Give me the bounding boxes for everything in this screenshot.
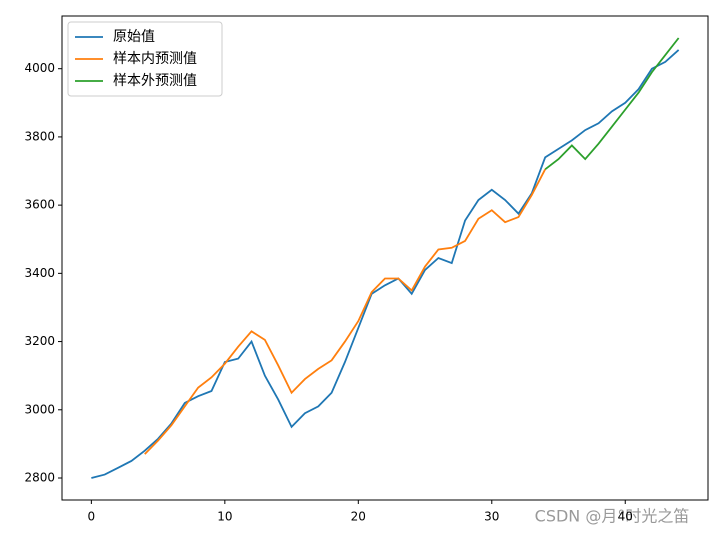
axes-frame [61, 15, 709, 501]
y-tick-label: 3000 [24, 402, 55, 416]
x-tick-label: 30 [484, 510, 499, 524]
y-tick-label: 3800 [24, 129, 55, 143]
legend-label: 样本内预测值 [113, 51, 197, 67]
y-tick-label: 3600 [24, 198, 55, 212]
y-tick-label: 3400 [24, 266, 55, 280]
x-tick-label: 0 [88, 510, 96, 524]
legend-label: 原始值 [113, 29, 155, 45]
y-tick-label: 2800 [24, 471, 55, 485]
legend-label: 样本外预测值 [113, 73, 197, 89]
legend-box [67, 21, 223, 97]
watermark: CSDN @月°时光之笛 [535, 507, 690, 526]
x-tick-label: 10 [217, 510, 232, 524]
x-tick-label: 20 [351, 510, 366, 524]
y-tick-label: 4000 [24, 61, 55, 75]
y-tick-label: 3200 [24, 334, 55, 348]
x-tick-label: 40 [618, 510, 633, 524]
line-series [144, 168, 546, 455]
line-series [544, 37, 680, 171]
